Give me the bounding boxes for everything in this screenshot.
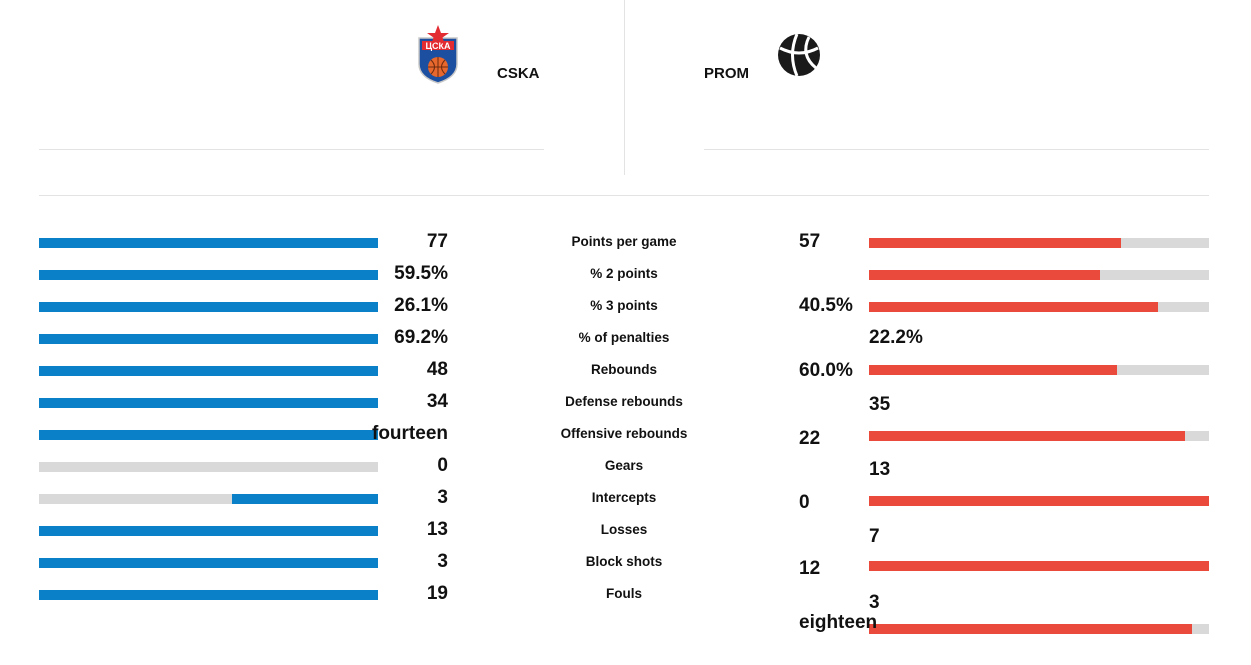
right-team-bar-fill [869,561,1209,571]
left-team-bar-fill [232,494,378,504]
left-team-bar [39,302,378,312]
left-team-bar-fill [39,334,378,344]
stat-row: 69.2% % of penalties 22.2% [0,328,1251,348]
stat-label: Offensive rebounds [560,426,688,441]
right-team-bar-fill [869,238,1121,248]
right-team-value: 3 [869,592,880,613]
right-team-value: 13 [869,459,891,480]
left-team-bar-fill [39,366,378,376]
right-team-value: 57 [799,231,821,252]
stat-label: Losses [600,522,648,537]
left-team-value: 3 [437,487,448,508]
right-team-bar-fill [869,365,1118,375]
stat-label: Fouls [606,586,642,601]
stat-label: % 3 points [590,298,658,313]
left-team-value: 3 [437,551,448,572]
left-team-value: 69.2% [394,327,448,348]
stat-row: 34 Defense rebounds 35 [0,391,1251,415]
stat-label: Intercepts [591,490,657,505]
left-team-name: CSKA [497,65,540,82]
left-team-value: 34 [426,391,448,412]
right-team-value: 22.2% [869,327,923,348]
right-team-value: 22 [799,428,821,449]
right-team-value: 7 [869,526,880,547]
stat-row: fourteen Offensive rebounds 22 [0,423,1251,449]
stat-row: 13 Losses 7 [0,519,1251,547]
stat-label: Defense rebounds [565,394,683,409]
right-team-bar-fill [869,302,1158,312]
stat-row: 0 Gears 13 [0,455,1251,480]
left-team-bar-fill [39,270,378,280]
right-team-value: 60.0% [799,360,853,381]
left-team-bar-fill [39,398,378,408]
right-team-bar [869,365,1209,375]
stat-row: 48 Rebounds 60.0% [0,359,1251,381]
left-team-bar-fill [39,430,378,440]
left-team-value: 19 [426,583,448,604]
right-team-value: 35 [869,394,891,415]
right-team-bar-fill [869,496,1209,506]
left-team-value: 26.1% [394,295,448,316]
left-team-value: fourteen [372,423,448,444]
right-team-value: 12 [799,558,821,579]
stat-row: 77 Points per game 57 [0,232,1251,252]
left-header-rule [39,149,544,150]
stat-row: 3 Intercepts 0 [0,487,1251,513]
stat-label: % 2 points [590,266,658,281]
left-team-bar-fill [39,302,378,312]
stat-label: Points per game [571,234,677,249]
cska-logo-icon: ЦСКА [416,24,460,84]
left-team-bar [39,366,378,376]
right-team-bar-fill [869,270,1101,280]
section-divider [39,195,1209,196]
left-team-bar-fill [39,238,378,248]
right-team-bar [869,561,1209,571]
basketball-icon [776,32,822,78]
left-team-bar [39,238,378,248]
right-team-bar [869,496,1209,506]
right-team-bar [869,624,1209,634]
left-team-value: 77 [426,231,448,252]
stat-label: Block shots [585,554,663,569]
left-team-value: 59.5% [394,263,448,284]
right-team-bar [869,238,1209,248]
svg-text:ЦСКА: ЦСКА [425,41,451,51]
stat-label: Gears [604,458,644,473]
right-header-rule [704,149,1209,150]
right-team-bar [869,431,1209,441]
stat-row: 59.5% % 2 points [0,264,1251,284]
right-team-value: 0 [799,492,810,513]
stat-row: eighteen [0,612,1251,636]
left-team-bar [39,590,378,600]
stat-row: 19 Fouls 3 [0,583,1251,613]
stat-label: Rebounds [591,362,657,377]
right-team-value: 40.5% [799,295,853,316]
right-team-name: PROM [704,65,749,82]
left-team-bar [39,494,378,504]
stat-label: % of penalties [578,330,670,345]
right-team-value: eighteen [799,612,878,633]
left-team-bar [39,334,378,344]
left-team-bar [39,398,378,408]
right-team-bar [869,302,1209,312]
left-team-bar-fill [39,558,378,568]
left-team-bar-fill [39,590,378,600]
left-team-bar-fill [39,526,378,536]
left-team-value: 13 [426,519,448,540]
left-team-bar [39,462,378,472]
left-team-bar [39,430,378,440]
left-team-bar [39,526,378,536]
stat-row: 26.1% % 3 points 40.5% [0,296,1251,316]
left-team-value: 0 [437,455,448,476]
right-team-bar [869,270,1209,280]
right-team-bar-fill [869,431,1186,441]
left-team-bar [39,558,378,568]
left-team-bar [39,270,378,280]
header-divider [624,0,625,175]
stat-row: 3 Block shots 12 [0,551,1251,579]
right-team-bar-fill [869,624,1192,634]
left-team-value: 48 [426,359,448,380]
